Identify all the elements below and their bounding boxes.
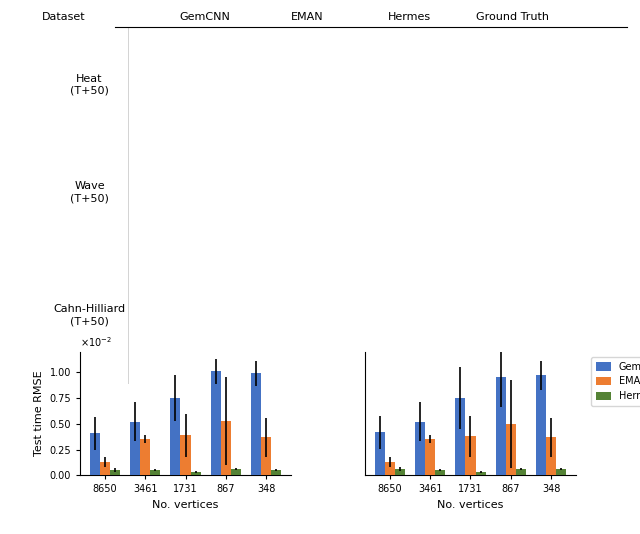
X-axis label: No. vertices: No. vertices (152, 500, 219, 510)
Bar (150, 470, 160, 475)
Bar (395, 469, 405, 475)
Bar (516, 469, 526, 475)
Legend: GemCNN, EMAN, Hermes: GemCNN, EMAN, Hermes (591, 357, 640, 406)
Bar (425, 439, 435, 475)
Text: Cahn-Hilliard
(T+50): Cahn-Hilliard (T+50) (54, 304, 125, 326)
Text: Wave
(T+50): Wave (T+50) (70, 182, 109, 203)
Bar (231, 469, 241, 475)
Bar (496, 376, 506, 475)
Bar (90, 433, 100, 475)
Bar (191, 472, 201, 475)
Bar (546, 437, 556, 475)
Bar (271, 470, 282, 475)
Text: $\times10^{-2}$: $\times10^{-2}$ (80, 335, 112, 349)
Bar (476, 472, 486, 475)
Bar (170, 398, 180, 475)
Text: EMAN: EMAN (291, 12, 323, 21)
Text: Dataset: Dataset (42, 12, 86, 21)
Bar (140, 439, 150, 475)
Bar (536, 375, 546, 475)
Bar (251, 373, 261, 475)
Bar (221, 421, 231, 475)
Bar (385, 462, 395, 475)
Bar (110, 470, 120, 475)
Bar (100, 462, 110, 475)
Bar (415, 422, 425, 475)
Text: Heat
(T+50): Heat (T+50) (70, 74, 109, 96)
Bar (435, 470, 445, 475)
Bar (180, 435, 191, 475)
Bar (556, 469, 566, 475)
Bar (455, 398, 465, 475)
Bar (211, 371, 221, 475)
Text: Hermes: Hermes (388, 12, 431, 21)
Bar (130, 422, 140, 475)
Bar (374, 432, 385, 475)
X-axis label: No. vertices: No. vertices (437, 500, 504, 510)
Bar (465, 436, 476, 475)
Y-axis label: Test time RMSE: Test time RMSE (34, 371, 44, 457)
Bar (506, 424, 516, 475)
Text: Ground Truth: Ground Truth (476, 12, 548, 21)
Text: GemCNN: GemCNN (179, 12, 230, 21)
Bar (261, 437, 271, 475)
